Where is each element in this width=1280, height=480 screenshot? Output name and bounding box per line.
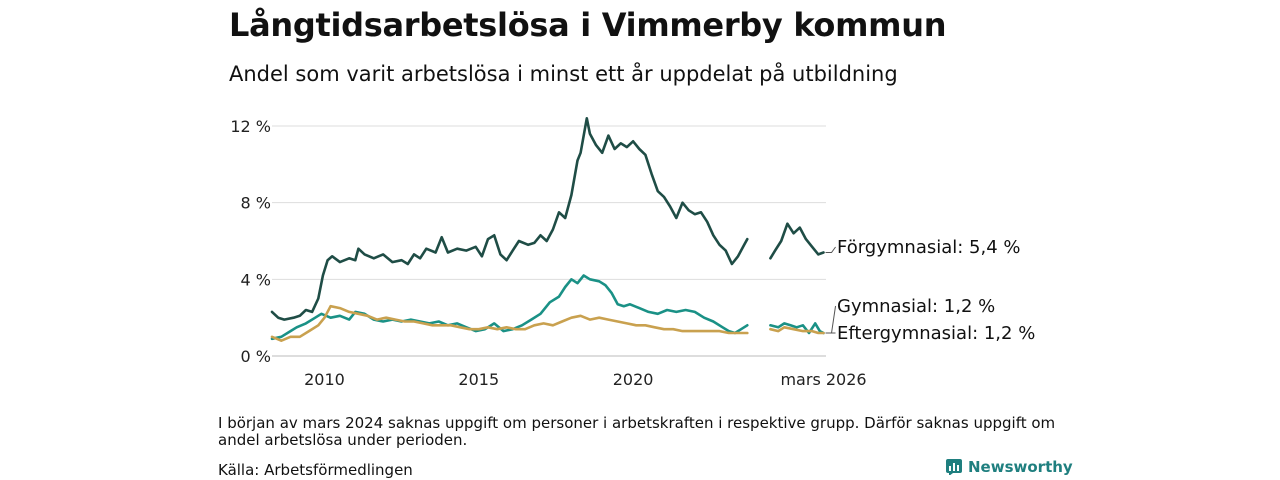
series-line-förgymnasial [270,117,749,321]
end-label-förgymnasial: Förgymnasial: 5,4 % [837,237,1021,258]
chart-title: Långtidsarbetslösa i Vimmerby kommun [229,6,947,44]
series-line-eftergymnasial [270,304,749,342]
end-label-connector [825,305,837,334]
x-tick-label: mars 2026 [780,370,866,389]
brand-name: Newsworthy [968,458,1073,476]
source-text: Källa: Arbetsförmedlingen [218,461,413,479]
series-line-förgymnasial [769,222,825,260]
x-tick-label: 2015 [458,370,499,389]
line-chart: 0 % 4 % 8 % 12 % 2010 2015 2020 mars 2026 Förgym… [230,117,1035,389]
end-label-connector [825,246,836,253]
chart-subtitle: Andel som varit arbetslösa i minst ett å… [229,62,898,86]
newsworthy-logo: Newsworthy [946,458,1073,476]
y-tick-label: 0 % [241,347,271,366]
y-tick-label: 8 % [241,194,271,213]
end-label-eftergymnasial: Eftergymnasial: 1,2 % [837,323,1035,344]
footnote: I början av mars 2024 saknas uppgift om … [218,414,1056,449]
y-tick-label: 4 % [241,270,271,289]
series-line-eftergymnasial [769,326,825,335]
series-line-gymnasial [769,322,825,335]
y-tick-label: 12 % [230,117,271,136]
x-tick-label: 2010 [304,370,345,389]
series-line-gymnasial [270,274,749,341]
chart-logo-icon [946,459,962,475]
x-tick-label: 2020 [613,370,654,389]
end-label-gymnasial: Gymnasial: 1,2 % [837,296,995,317]
